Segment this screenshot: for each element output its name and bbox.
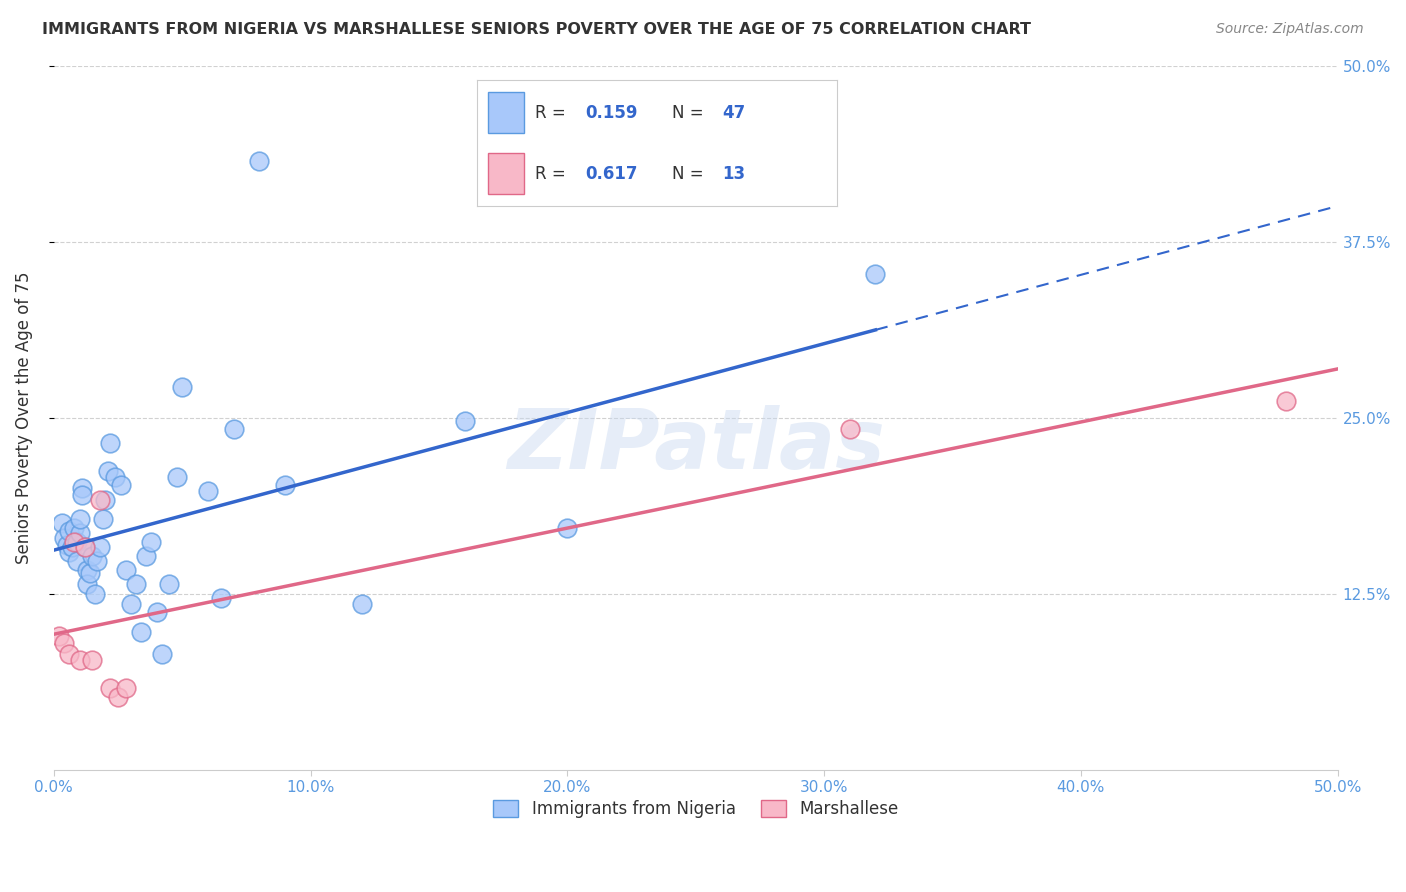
Point <box>98 681 121 696</box>
Point <box>58 524 80 538</box>
Point <box>69 653 91 667</box>
Legend: Immigrants from Nigeria, Marshallese: Immigrants from Nigeria, Marshallese <box>486 794 905 825</box>
Point <box>89 492 111 507</box>
Point <box>82 653 104 667</box>
Text: ZIPatlas: ZIPatlas <box>506 406 884 486</box>
Point <box>73 541 96 555</box>
Point <box>157 577 180 591</box>
Point <box>129 624 152 639</box>
Point <box>48 629 70 643</box>
Point <box>60 541 83 555</box>
Point <box>53 531 76 545</box>
Point <box>197 484 219 499</box>
Point <box>79 566 101 580</box>
Point <box>120 597 142 611</box>
Point <box>141 534 163 549</box>
Point <box>453 414 475 428</box>
Point <box>222 422 245 436</box>
Point <box>69 512 91 526</box>
Point <box>82 549 104 563</box>
Point <box>865 267 887 281</box>
Point <box>104 470 127 484</box>
Point <box>114 681 136 696</box>
Point <box>58 544 80 558</box>
Point <box>84 587 107 601</box>
Point <box>94 492 117 507</box>
Point <box>58 648 80 662</box>
Point <box>107 690 129 704</box>
Point <box>89 541 111 555</box>
Point <box>66 554 89 568</box>
Point <box>86 554 108 568</box>
Point <box>63 521 86 535</box>
Point <box>135 549 157 563</box>
Point <box>114 563 136 577</box>
Point <box>73 541 96 555</box>
Text: IMMIGRANTS FROM NIGERIA VS MARSHALLESE SENIORS POVERTY OVER THE AGE OF 75 CORREL: IMMIGRANTS FROM NIGERIA VS MARSHALLESE S… <box>42 22 1031 37</box>
Y-axis label: Seniors Poverty Over the Age of 75: Seniors Poverty Over the Age of 75 <box>15 271 32 564</box>
Point <box>63 534 86 549</box>
Point <box>70 488 93 502</box>
Point <box>838 422 860 436</box>
Point <box>76 563 98 577</box>
Point <box>350 597 373 611</box>
Point <box>145 605 167 619</box>
Point <box>557 521 579 535</box>
Point <box>69 526 91 541</box>
Point <box>247 154 270 169</box>
Point <box>51 516 73 531</box>
Point <box>1275 393 1298 408</box>
Point <box>91 512 114 526</box>
Point <box>172 380 194 394</box>
Point <box>150 648 173 662</box>
Text: Source: ZipAtlas.com: Source: ZipAtlas.com <box>1216 22 1364 37</box>
Point <box>53 636 76 650</box>
Point <box>76 577 98 591</box>
Point <box>97 464 120 478</box>
Point <box>66 534 89 549</box>
Point <box>209 591 232 606</box>
Point <box>166 470 188 484</box>
Point <box>110 478 132 492</box>
Point <box>125 577 148 591</box>
Point <box>98 436 121 450</box>
Point <box>274 478 297 492</box>
Point <box>70 481 93 495</box>
Point <box>55 538 77 552</box>
